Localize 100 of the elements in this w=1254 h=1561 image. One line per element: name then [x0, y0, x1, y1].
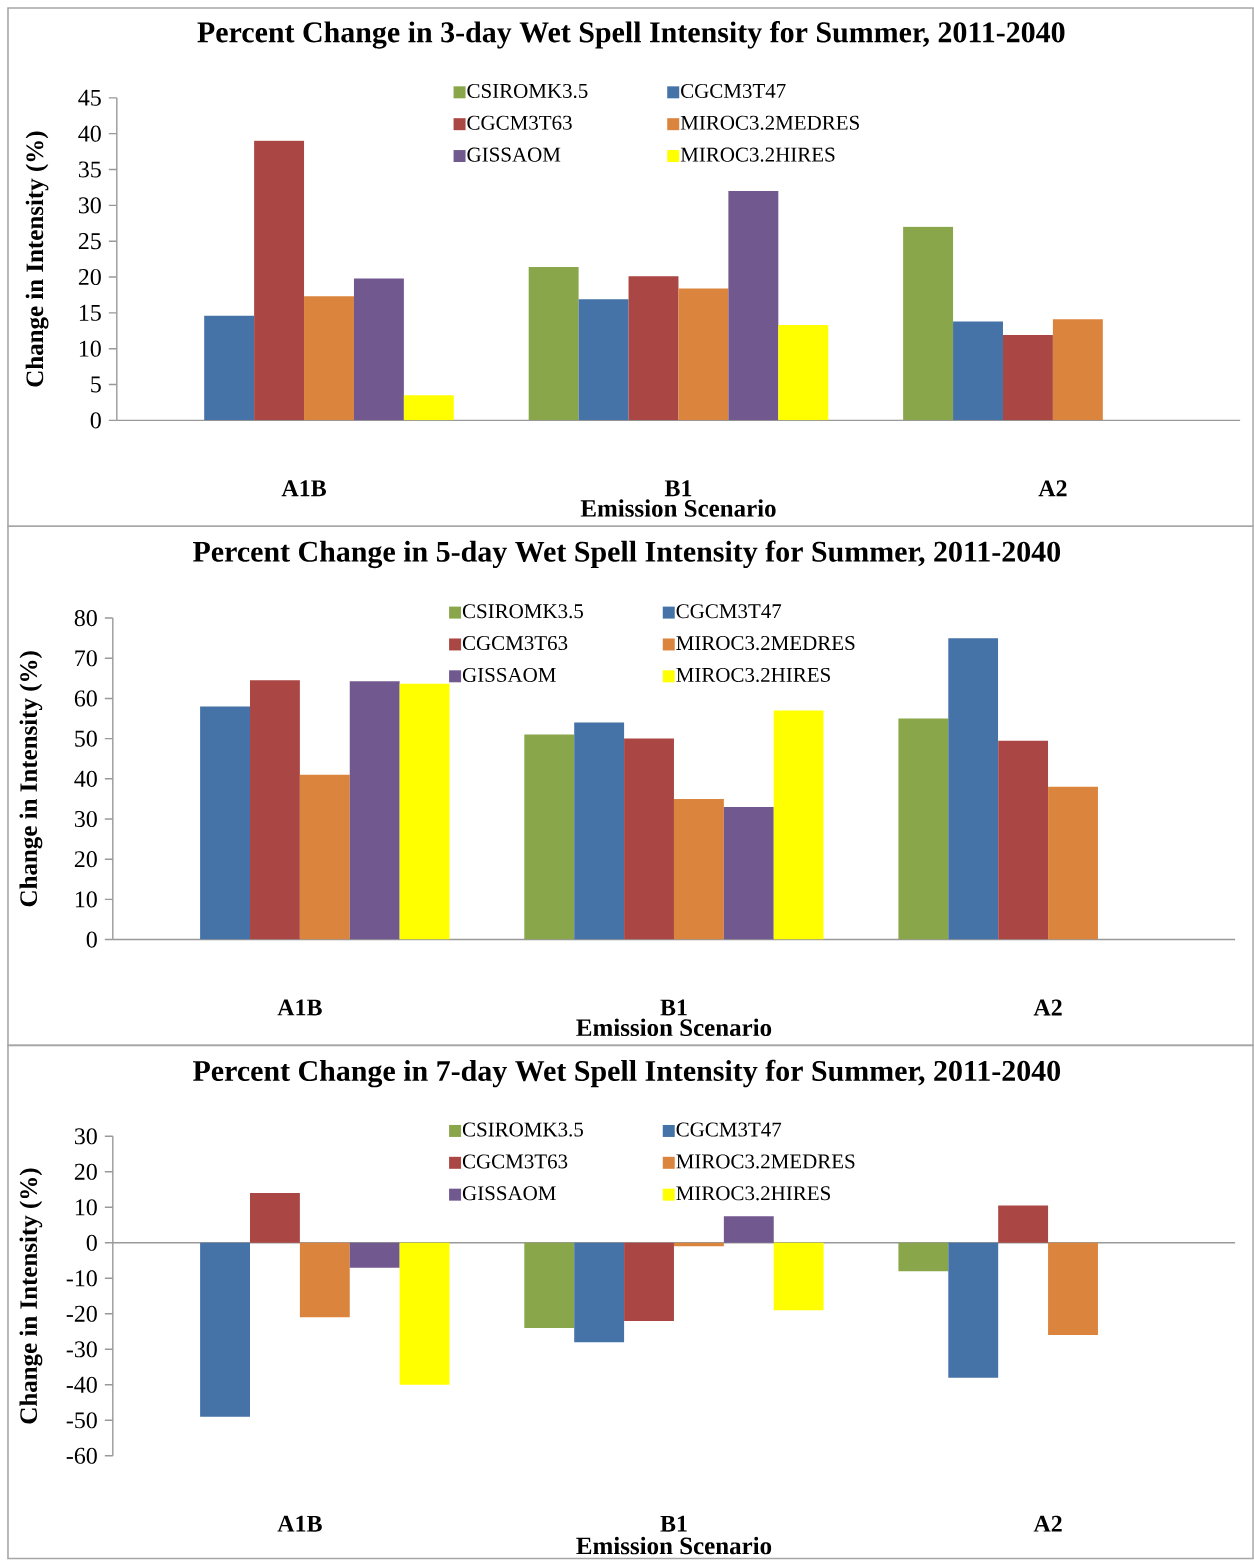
y-tick-label: 20: [74, 851, 97, 868]
x-axis-title: Emission Scenario: [580, 499, 776, 517]
y-tick-label: -30: [66, 1341, 97, 1358]
y-tick-label: 80: [74, 609, 97, 627]
chart-title: Percent Change in 7-day Wet Spell Intensity for Summer, 2011-2040: [193, 1059, 1061, 1088]
bar: [998, 740, 1049, 940]
legend-label: MIROC3.2HIRES: [680, 147, 835, 162]
legend-label: CGCM3T47: [676, 604, 782, 619]
x-axis-title: Emission Scenario: [576, 1018, 772, 1037]
y-tick-label: 0: [86, 1234, 97, 1251]
y-tick-label: 30: [79, 197, 101, 214]
bar: [898, 1242, 949, 1272]
bar: [403, 395, 454, 421]
x-tick-label: A2: [1038, 480, 1067, 497]
y-tick-label: 20: [78, 268, 101, 286]
bar: [948, 638, 999, 940]
legend-label: CGCM3T47: [676, 1122, 782, 1137]
legend-label: CGCM3T63: [467, 115, 572, 130]
legend-label: MIROC3.2MEDRES: [676, 636, 855, 651]
y-tick-label: 60: [74, 690, 97, 707]
bar: [948, 1242, 999, 1378]
y-tick-label: -40: [66, 1376, 97, 1393]
bar: [778, 325, 829, 421]
x-tick-label: A1B: [277, 1515, 322, 1532]
bar: [578, 299, 629, 421]
bar: [953, 321, 1004, 421]
bar: [299, 774, 350, 940]
y-axis-title: Change in Intensity (%): [19, 651, 43, 907]
legend-label: MIROC3.2HIRES: [676, 667, 831, 683]
bar: [349, 681, 400, 940]
bar: [574, 722, 625, 940]
y-tick-label: 20: [74, 1163, 97, 1180]
bar: [674, 798, 724, 940]
bar: [723, 1216, 774, 1243]
bar: [1048, 786, 1099, 940]
x-tick-label: A1B: [281, 480, 327, 497]
y-tick-label: -50: [66, 1412, 97, 1429]
bar: [250, 680, 300, 940]
x-tick-label: A1B: [277, 999, 322, 1016]
legend-label: CSIROMK3.5: [467, 83, 588, 99]
bar: [678, 288, 729, 421]
bar: [299, 1242, 350, 1318]
bar: [574, 1242, 625, 1343]
y-axis-title: Change in Intensity (%): [19, 1168, 43, 1424]
y-tick-label: 40: [74, 770, 97, 787]
bar: [1003, 335, 1053, 421]
x-tick-label: B1: [664, 480, 692, 497]
legend-label: CSIROMK3.5: [462, 604, 584, 619]
legend-label: MIROC3.2MEDRES: [680, 115, 859, 130]
y-tick-label: 5: [91, 376, 101, 393]
y-tick-label: -60: [66, 1447, 97, 1464]
bar: [200, 1242, 251, 1417]
bar: [773, 710, 824, 940]
chart-title: Percent Change in 5-day Wet Spell Intensity for Summer, 2011-2040: [193, 540, 1061, 569]
legend-label: CGCM3T63: [462, 1154, 568, 1169]
y-tick-label: 35: [79, 161, 101, 178]
y-tick-label: 50: [75, 730, 97, 747]
y-tick-label: 30: [75, 810, 97, 828]
bar: [304, 296, 355, 421]
y-tick-label: 0: [90, 412, 101, 429]
bar: [254, 140, 305, 421]
y-tick-label: 45: [78, 89, 101, 106]
y-tick-label: 10: [75, 891, 97, 908]
bar: [399, 683, 450, 940]
bar: [1048, 1242, 1099, 1336]
bar: [628, 276, 679, 421]
legend-label: GISSAOM: [462, 667, 556, 682]
bar: [354, 278, 404, 421]
legend-label: CSIROMK3.5: [462, 1122, 584, 1137]
legend-label: CGCM3T47: [681, 83, 786, 98]
bar: [728, 191, 779, 421]
bar: [528, 266, 579, 421]
bar: [204, 315, 255, 421]
legend-label: GISSAOM: [467, 147, 561, 162]
legend-label: MIROC3.2MEDRES: [676, 1154, 855, 1169]
legend-label: MIROC3.2HIRES: [676, 1186, 831, 1201]
y-tick-label: -20: [66, 1305, 97, 1322]
bar: [723, 806, 774, 940]
bar: [998, 1205, 1049, 1243]
y-tick-label: 0: [86, 931, 97, 948]
bar: [250, 1193, 300, 1243]
y-tick-label: 40: [78, 125, 101, 142]
chart-title: Percent Change in 3-day Wet Spell Intensity for Summer, 2011-2040: [197, 21, 1065, 49]
legend-label: GISSAOM: [462, 1186, 556, 1201]
x-tick-label: A2: [1033, 1515, 1062, 1532]
y-tick-label: 10: [79, 340, 101, 357]
bar: [399, 1242, 450, 1385]
y-tick-label: 25: [78, 233, 101, 250]
bar: [898, 718, 949, 940]
bar: [524, 1242, 575, 1328]
x-axis-title: Emission Scenario: [576, 1536, 772, 1555]
x-tick-label: B1: [660, 1515, 687, 1532]
x-tick-label: A2: [1033, 999, 1062, 1016]
bar: [200, 706, 251, 940]
y-tick-label: 70: [75, 650, 97, 667]
bar: [773, 1242, 824, 1311]
y-axis-title: Change in Intensity (%): [25, 131, 49, 387]
bar: [903, 226, 954, 421]
y-tick-label: 10: [75, 1199, 97, 1216]
bar: [524, 734, 575, 940]
